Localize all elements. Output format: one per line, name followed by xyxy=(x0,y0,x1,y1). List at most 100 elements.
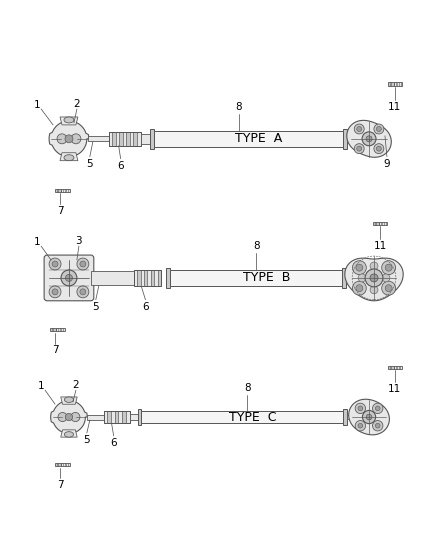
Bar xyxy=(343,409,347,425)
Text: 9: 9 xyxy=(384,159,390,168)
Bar xyxy=(130,132,134,146)
Bar xyxy=(170,270,342,286)
Bar xyxy=(61,463,70,466)
Circle shape xyxy=(61,270,77,286)
Bar xyxy=(138,409,141,425)
Bar xyxy=(342,268,346,288)
Bar xyxy=(123,132,127,146)
Circle shape xyxy=(362,132,376,146)
Bar xyxy=(394,83,403,86)
Circle shape xyxy=(375,423,380,428)
Circle shape xyxy=(358,406,363,411)
Polygon shape xyxy=(345,258,403,301)
Circle shape xyxy=(374,124,384,134)
Text: 5: 5 xyxy=(84,435,90,445)
Polygon shape xyxy=(60,153,78,160)
Polygon shape xyxy=(60,117,78,125)
Text: 5: 5 xyxy=(92,302,99,312)
Text: 8: 8 xyxy=(236,102,242,112)
Bar xyxy=(130,414,138,420)
Circle shape xyxy=(49,286,61,298)
Text: 7: 7 xyxy=(57,206,64,216)
Circle shape xyxy=(382,274,390,282)
Bar xyxy=(127,132,130,146)
Circle shape xyxy=(370,286,378,294)
Bar xyxy=(107,411,111,423)
Ellipse shape xyxy=(64,117,74,123)
Circle shape xyxy=(49,258,61,270)
Circle shape xyxy=(358,423,363,428)
Circle shape xyxy=(373,421,383,431)
FancyBboxPatch shape xyxy=(55,463,61,466)
Text: 3: 3 xyxy=(76,236,82,246)
Bar xyxy=(158,270,161,286)
Bar xyxy=(134,270,161,286)
Circle shape xyxy=(376,126,381,132)
Circle shape xyxy=(374,144,384,154)
Bar xyxy=(119,132,123,146)
Bar xyxy=(115,411,119,423)
Circle shape xyxy=(370,274,378,282)
Bar xyxy=(104,411,107,423)
Bar xyxy=(112,132,116,146)
Circle shape xyxy=(65,414,73,421)
Ellipse shape xyxy=(64,155,74,160)
Circle shape xyxy=(58,413,67,422)
Bar xyxy=(87,415,104,419)
Bar xyxy=(109,132,112,146)
Bar xyxy=(347,415,349,419)
Circle shape xyxy=(57,134,67,144)
Circle shape xyxy=(80,289,86,295)
Text: 5: 5 xyxy=(87,159,93,168)
Circle shape xyxy=(80,261,86,267)
Circle shape xyxy=(358,274,366,282)
Bar xyxy=(137,270,141,286)
Circle shape xyxy=(381,261,396,274)
Text: TYPE  A: TYPE A xyxy=(235,132,283,146)
Bar xyxy=(144,270,148,286)
Circle shape xyxy=(353,261,366,274)
Bar xyxy=(119,411,122,423)
Circle shape xyxy=(385,285,392,292)
Circle shape xyxy=(65,274,72,281)
Circle shape xyxy=(77,286,89,298)
Text: 6: 6 xyxy=(142,302,149,312)
Polygon shape xyxy=(347,120,391,157)
Circle shape xyxy=(357,126,362,132)
Bar xyxy=(134,270,137,286)
Text: 1: 1 xyxy=(34,100,40,110)
Circle shape xyxy=(366,414,372,420)
Bar xyxy=(88,136,109,141)
Text: 6: 6 xyxy=(117,160,124,171)
Text: 6: 6 xyxy=(110,438,117,448)
Circle shape xyxy=(357,146,362,151)
Bar xyxy=(122,411,126,423)
Polygon shape xyxy=(349,399,389,435)
Text: 7: 7 xyxy=(52,345,58,356)
Text: 1: 1 xyxy=(38,381,44,391)
FancyBboxPatch shape xyxy=(44,255,94,301)
FancyBboxPatch shape xyxy=(50,328,56,332)
Bar xyxy=(343,129,347,149)
Bar xyxy=(141,411,343,423)
Circle shape xyxy=(353,281,366,295)
Circle shape xyxy=(77,258,89,270)
Text: 11: 11 xyxy=(388,384,402,394)
Bar xyxy=(56,328,65,332)
Circle shape xyxy=(71,413,80,422)
Circle shape xyxy=(381,281,396,295)
Text: TYPE  B: TYPE B xyxy=(243,271,290,285)
Circle shape xyxy=(385,264,392,271)
Circle shape xyxy=(71,134,81,144)
Text: 2: 2 xyxy=(73,380,79,390)
Bar xyxy=(347,136,349,141)
Polygon shape xyxy=(61,430,77,437)
Text: 11: 11 xyxy=(388,102,402,112)
Bar xyxy=(346,275,349,281)
Bar xyxy=(155,270,158,286)
Ellipse shape xyxy=(64,397,74,402)
FancyBboxPatch shape xyxy=(388,83,394,86)
Bar xyxy=(151,270,155,286)
Circle shape xyxy=(356,285,363,292)
FancyBboxPatch shape xyxy=(55,189,61,192)
